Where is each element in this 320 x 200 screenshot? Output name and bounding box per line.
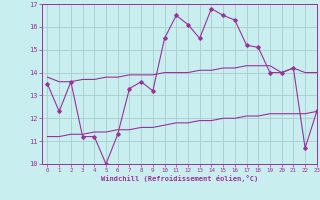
- X-axis label: Windchill (Refroidissement éolien,°C): Windchill (Refroidissement éolien,°C): [100, 175, 258, 182]
